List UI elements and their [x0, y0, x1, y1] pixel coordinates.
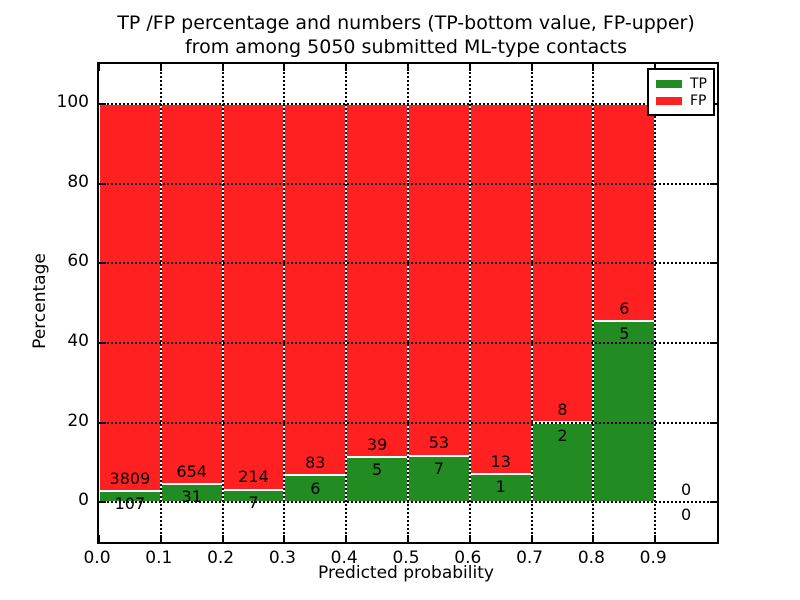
x-tick-bottom [98, 535, 100, 542]
x-tick-bottom [221, 535, 224, 542]
tp-count-label-8: 5 [619, 324, 630, 344]
gridline-x-0.3 [283, 64, 286, 542]
tp-count-label-4: 5 [372, 460, 383, 480]
fp-count-label-1: 654 [176, 461, 207, 481]
y-tick-label-80: 80 [67, 171, 89, 192]
gridline-x-0.4 [345, 64, 348, 542]
gridline-x-0.2 [221, 64, 224, 542]
x-tick-bottom [592, 535, 595, 542]
x-tick-label-0.6: 0.6 [454, 548, 482, 568]
bar-fp-segment-1 [160, 103, 223, 485]
x-tick-top [221, 64, 224, 71]
fp-count-label-0: 3809 [109, 469, 151, 489]
chart-title-block: TP /FP percentage and numbers (TP-bottom… [97, 11, 715, 59]
bar-fp-segment-3 [284, 103, 347, 476]
tp-count-label-0: 107 [114, 494, 146, 514]
fp-count-label-6: 13 [490, 451, 511, 471]
x-tick-top [283, 64, 286, 71]
y-tick-label-60: 60 [67, 251, 89, 272]
y-tick-right [710, 501, 717, 504]
x-tick-top [159, 64, 162, 71]
bar-fp-segment-2 [222, 103, 285, 490]
x-tick-top [468, 64, 471, 71]
fp-count-label-5: 53 [428, 433, 450, 453]
x-tick-label-0.2: 0.2 [207, 548, 235, 568]
y-tick-label-100: 100 [56, 91, 89, 112]
gridline-x-0.9 [654, 64, 657, 542]
bar-tp-segment-4 [346, 456, 408, 503]
tp-count-label-1: 31 [181, 487, 202, 507]
y-tick-left [99, 501, 106, 504]
x-tick-bottom [530, 535, 533, 542]
legend: TP FP [647, 68, 715, 116]
tp-count-label-5: 7 [433, 458, 444, 478]
chart-title: TP /FP percentage and numbers (TP-bottom… [117, 12, 695, 34]
y-tick-right [710, 421, 717, 424]
y-tick-right [710, 262, 717, 265]
fp-count-label-2: 214 [238, 467, 269, 487]
bar-fp-segment-6 [469, 103, 532, 474]
x-axis-label: Predicted probability [318, 563, 494, 583]
y-tick-left [99, 102, 106, 105]
y-tick-left [99, 341, 106, 344]
x-tick-top [98, 64, 100, 71]
x-tick-label-0.4: 0.4 [330, 548, 358, 568]
tp-swatch-icon [656, 79, 682, 88]
x-tick-label-0.1: 0.1 [145, 548, 173, 568]
tp-count-label-6: 1 [495, 476, 506, 496]
chart-subtitle: from among 5050 submitted ML-type contac… [184, 36, 628, 58]
tp-count-label-7: 2 [557, 425, 568, 445]
bar-fp-segment-0 [99, 103, 161, 492]
gridline-x-0.8 [592, 64, 595, 542]
x-tick-top [407, 64, 409, 71]
fp-count-label-8: 6 [619, 298, 630, 318]
x-tick-top [345, 64, 348, 71]
y-tick-label-40: 40 [67, 330, 89, 351]
gridline-x-0.5 [407, 64, 409, 542]
fp-count-label-3: 83 [305, 453, 326, 473]
y-tick-left [99, 182, 106, 185]
x-tick-top [592, 64, 595, 71]
x-tick-label-0.0: 0.0 [83, 548, 111, 568]
x-tick-top [654, 64, 657, 71]
fp-count-label-4: 39 [366, 434, 388, 454]
bar-fp-segment-4 [346, 103, 408, 457]
tp-count-label-3: 6 [310, 478, 321, 498]
x-tick-bottom [407, 535, 409, 542]
fp-swatch-icon [656, 96, 682, 105]
x-tick-bottom [283, 535, 286, 542]
x-tick-top [530, 64, 533, 71]
legend-label-fp: FP [690, 92, 707, 109]
fp-count-label-7: 8 [557, 400, 568, 420]
tp-count-label-2: 7 [248, 492, 259, 512]
y-tick-left [99, 262, 106, 265]
x-tick-bottom [159, 535, 162, 542]
tp-count-label-9: 0 [681, 505, 692, 525]
x-tick-label-0.7: 0.7 [516, 548, 544, 568]
bar-tp-segment-8 [593, 321, 656, 503]
x-tick-label-0.5: 0.5 [392, 548, 420, 568]
gridline-x-0.1 [159, 64, 162, 542]
plot-area: TP FP 3809 107 654 31 214 7 83 6 39 5 53 7 13 1 8 2 6 5 0 0 [97, 62, 719, 544]
legend-label-tp: TP [690, 75, 707, 92]
bar-fp-segment-8 [593, 103, 656, 322]
legend-row-tp: TP [656, 75, 707, 92]
x-tick-bottom [654, 535, 657, 542]
y-tick-label-20: 20 [67, 410, 89, 431]
legend-row-fp: FP [656, 92, 707, 109]
bar-fp-segment-5 [408, 103, 470, 456]
y-tick-right [710, 341, 717, 344]
x-tick-label-0.9: 0.9 [639, 548, 667, 568]
y-tick-label-0: 0 [78, 490, 89, 511]
y-tick-left [99, 421, 106, 424]
x-tick-bottom [345, 535, 348, 542]
x-tick-label-0.3: 0.3 [268, 548, 296, 568]
gridline-x-0.6 [468, 64, 471, 542]
gridline-x-0.7 [530, 64, 533, 542]
x-tick-label-0.8: 0.8 [577, 548, 605, 568]
y-tick-right [710, 182, 717, 185]
fp-count-label-9: 0 [681, 479, 692, 499]
x-tick-bottom [468, 535, 471, 542]
